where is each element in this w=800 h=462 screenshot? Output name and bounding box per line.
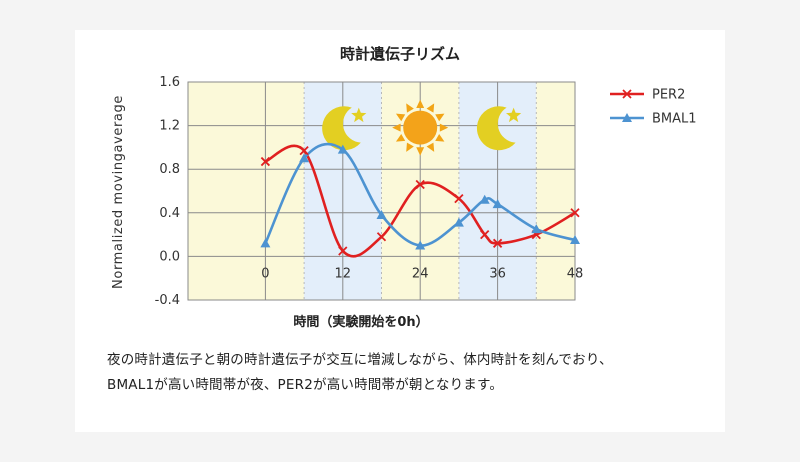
sun-icon bbox=[392, 99, 449, 156]
legend-marker bbox=[622, 113, 632, 122]
sun-ray bbox=[426, 103, 435, 113]
y-tick-label: 0.4 bbox=[159, 206, 180, 221]
data-point-bmal1 bbox=[479, 194, 490, 204]
legend-item-bmal1: BMAL1 bbox=[610, 112, 697, 127]
x-marker-stroke bbox=[492, 238, 503, 248]
legend-item-per2: PER2 bbox=[610, 88, 685, 103]
y-tick-label: 1.6 bbox=[159, 75, 180, 90]
data-point-per2 bbox=[338, 246, 348, 256]
x-tick-label: 0 bbox=[261, 266, 269, 281]
x-tick-label: 24 bbox=[412, 266, 429, 281]
caption-line-2: BMAL1が高い時間帯が夜、PER2が高い時間帯が朝となります。 bbox=[107, 377, 504, 393]
data-point-bmal1 bbox=[260, 238, 271, 248]
clock-gene-chart: 1.6 1.2 0.8 0.4 0.0 -0.4 0 12 24 36 48 PER2 BMAL1 時… bbox=[111, 45, 697, 330]
moon-star-icon bbox=[322, 106, 367, 151]
sun-ray bbox=[406, 142, 414, 152]
y-axis-label: Normalized movingaverage bbox=[111, 95, 126, 289]
data-point-per2 bbox=[480, 229, 490, 240]
y-tick-label: -0.4 bbox=[155, 293, 180, 308]
sun-ray bbox=[395, 113, 406, 122]
plot-frame bbox=[187, 81, 576, 301]
x-axis-label: 時間（実験開始を0h） bbox=[293, 314, 428, 330]
sun-ray bbox=[392, 123, 401, 132]
x-marker-stroke bbox=[376, 232, 387, 242]
y-tick-label: 0.8 bbox=[159, 162, 180, 177]
x-marker-stroke bbox=[260, 156, 271, 167]
x-marker-stroke bbox=[338, 246, 348, 256]
moon-crescent bbox=[322, 106, 361, 151]
moon-crescent bbox=[476, 106, 516, 151]
x-marker-stroke bbox=[570, 208, 580, 218]
x-tick-label: 48 bbox=[567, 266, 584, 281]
star bbox=[351, 107, 367, 123]
x-marker-stroke bbox=[415, 179, 425, 190]
data-point-bmal1 bbox=[376, 209, 387, 219]
data-point-bmal1 bbox=[337, 144, 348, 154]
legend-label: PER2 bbox=[652, 88, 685, 103]
data-point-bmal1 bbox=[492, 199, 503, 209]
series-line-bmal1 bbox=[264, 142, 577, 247]
star bbox=[506, 107, 522, 123]
sun-ray bbox=[416, 147, 425, 156]
x-marker-stroke bbox=[454, 193, 464, 204]
sun-ray bbox=[395, 133, 406, 142]
x-marker-stroke bbox=[299, 146, 309, 156]
sun-disc bbox=[403, 110, 438, 145]
phase-band-day bbox=[536, 82, 575, 300]
legend-label: BMAL1 bbox=[652, 112, 697, 127]
sun-ray bbox=[426, 142, 435, 152]
data-point-bmal1 bbox=[453, 217, 464, 227]
x-tick-label: 36 bbox=[489, 266, 506, 281]
phase-band-day bbox=[188, 82, 305, 300]
data-point-per2 bbox=[260, 156, 271, 167]
data-point-bmal1 bbox=[531, 224, 542, 234]
y-tick-label: 0.0 bbox=[159, 249, 180, 264]
data-point-per2 bbox=[299, 146, 309, 156]
content-card: 1.6 1.2 0.8 0.4 0.0 -0.4 0 12 24 36 48 PER2 BMAL1 時… bbox=[75, 30, 725, 432]
data-point-per2 bbox=[454, 193, 464, 204]
caption-line-1: 夜の時計遺伝子と朝の時計遺伝子が交互に増減しながら、体内時計を刻んでおり、 bbox=[107, 352, 613, 368]
sun-ray bbox=[416, 99, 425, 108]
data-point-per2 bbox=[376, 232, 387, 242]
data-point-per2 bbox=[570, 208, 580, 218]
caption: 夜の時計遺伝子と朝の時計遺伝子が交互に増減しながら、体内時計を刻んでおり、 BM… bbox=[107, 348, 707, 398]
x-tick-label: 12 bbox=[335, 266, 352, 281]
x-marker-stroke bbox=[480, 229, 490, 240]
sun-ray bbox=[435, 113, 445, 122]
chart-title: 時計遺伝子リズム bbox=[340, 45, 460, 63]
data-point-per2 bbox=[415, 179, 425, 190]
sun-ray bbox=[406, 103, 414, 113]
data-point-bmal1 bbox=[299, 153, 310, 163]
data-point-bmal1 bbox=[415, 240, 426, 250]
y-tick-label: 1.2 bbox=[159, 119, 180, 134]
data-point-bmal1 bbox=[570, 235, 580, 245]
sun-ray bbox=[435, 133, 445, 142]
data-point-per2 bbox=[492, 238, 503, 248]
moon-star-icon bbox=[476, 106, 522, 151]
legend-marker bbox=[622, 89, 632, 99]
sun-ray bbox=[439, 123, 449, 132]
series-line-per2 bbox=[264, 144, 577, 258]
